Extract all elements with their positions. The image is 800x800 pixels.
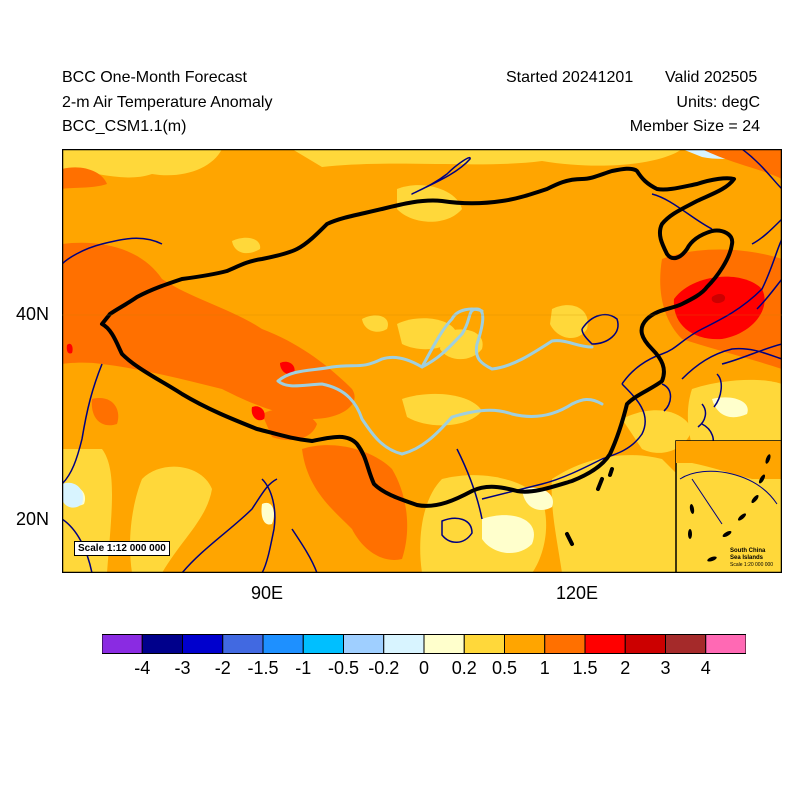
- colorbar-label: 2: [620, 658, 631, 678]
- colorbar-swatch: [222, 634, 264, 654]
- title-line-2: 2-m Air Temperature Anomaly: [62, 94, 273, 111]
- lon-label-120e: 120E: [556, 583, 599, 603]
- colorbar-swatch: [423, 634, 465, 654]
- colorbar: [102, 634, 746, 654]
- coastlines: [62, 149, 782, 573]
- valid-date: Valid 202505: [665, 69, 758, 86]
- colorbar-label: -2: [214, 658, 231, 678]
- colorbar-label: -1.5: [247, 658, 279, 678]
- field-red-patches: [66, 276, 765, 421]
- colorbar-swatch: [705, 634, 746, 654]
- inset-south-china-sea: South China Sea Islands Scale 1:20 000 0…: [675, 440, 782, 573]
- rivers: [276, 307, 604, 456]
- title-line-3: BCC_CSM1.1(m): [62, 118, 187, 135]
- colorbar-swatch: [584, 634, 626, 654]
- colorbar-swatch: [182, 634, 224, 654]
- colorbar-label: 1.5: [572, 658, 598, 678]
- field-darkred-patch: [711, 294, 726, 304]
- colorbar-label: 3: [660, 658, 671, 678]
- colorbar-swatch: [262, 634, 304, 654]
- colorbar-swatch: [141, 634, 183, 654]
- lat-label-40n: 40N: [16, 304, 50, 324]
- colorbar-label: -4: [134, 658, 151, 678]
- colorbar-label: 4: [700, 658, 711, 678]
- units-label: Units: degC: [676, 94, 760, 111]
- colorbar-label: -1: [295, 658, 312, 678]
- dash-line: [565, 467, 614, 546]
- china-border: [100, 166, 736, 508]
- colorbar-label: 0: [418, 658, 430, 678]
- colorbar-swatch: [624, 634, 666, 654]
- lat-label-20n: 20N: [16, 509, 50, 529]
- colorbar-swatch: [463, 634, 505, 654]
- colorbar-label: 0.2: [451, 658, 477, 678]
- inset-title-1: South China: [730, 548, 766, 554]
- colorbar-label: -0.2: [368, 658, 400, 678]
- colorbar-label: 0.5: [491, 658, 518, 678]
- colorbar-label: -3: [174, 658, 191, 678]
- colorbar-swatch: [544, 634, 586, 654]
- colorbar-swatch: [383, 634, 425, 654]
- axis-ticks: [62, 314, 782, 316]
- colorbar-label: -0.5: [327, 658, 360, 678]
- title-line-1: BCC One-Month Forecast: [62, 69, 247, 86]
- field-lightyellow-patches: [69, 397, 748, 554]
- inset-title-2: Sea Islands: [730, 555, 764, 561]
- colorbar-swatch: [343, 634, 385, 654]
- colorbar-label: 1: [539, 658, 550, 678]
- colorbar-swatch: [665, 634, 707, 654]
- started-date: Started 20241201: [506, 69, 634, 86]
- anomaly-map: South China Sea Islands Scale 1:20 000 0…: [62, 149, 782, 573]
- colorbar-swatch: [504, 634, 546, 654]
- lon-label-90e: 90E: [251, 583, 284, 603]
- colorbar-swatch: [102, 634, 143, 654]
- colorbar-swatch: [302, 634, 344, 654]
- map-frame: [62, 149, 782, 573]
- inset-scale: Scale 1:20 000 000: [730, 562, 773, 568]
- member-size: Member Size = 24: [629, 118, 760, 135]
- map-scale: Scale 1:12 000 000: [74, 541, 170, 556]
